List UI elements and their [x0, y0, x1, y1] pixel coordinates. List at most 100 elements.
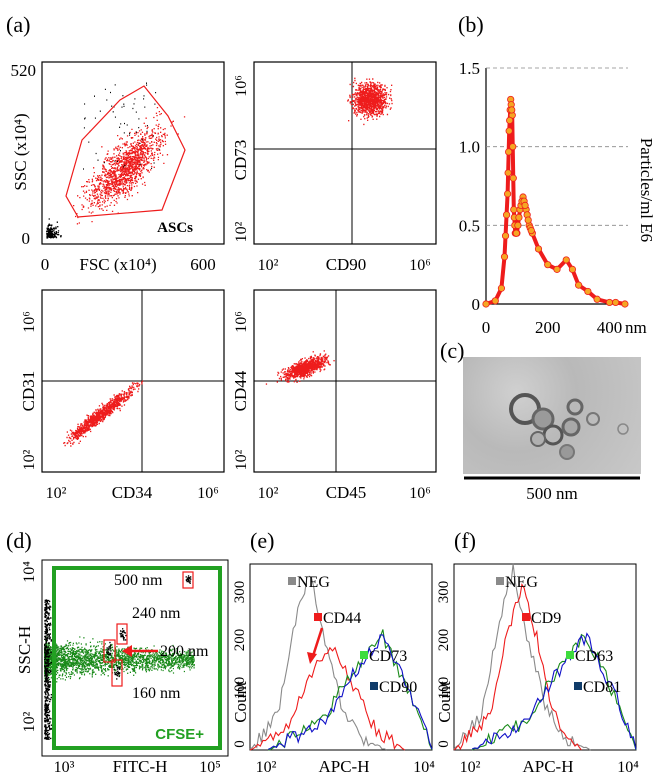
panel-b-ylabel: Particles/ml E6	[637, 138, 656, 242]
nta-point	[497, 284, 506, 292]
legend-f-neg-swatch	[496, 577, 504, 585]
f-ytick-200: 200	[436, 629, 452, 652]
nta-point	[504, 169, 512, 177]
nta-point	[621, 300, 629, 308]
nta-point	[504, 190, 512, 198]
f-ytick-300: 300	[436, 581, 452, 604]
d-ylabel: SSC-H	[15, 626, 34, 674]
histogram-e: 300 200 100 0 Count Count 10² 10⁴ APC-H …	[231, 563, 435, 776]
sc2-xlabel: CD90	[326, 255, 367, 274]
nta-point	[500, 253, 509, 261]
legend-e-cd44: CD44	[323, 610, 361, 627]
legend-f-cd9-swatch	[522, 613, 530, 621]
legend-f-neg: NEG	[505, 574, 538, 591]
legend-e-cd73-swatch	[360, 651, 368, 659]
cfse-label: CFSE+	[155, 726, 204, 743]
nta-point	[509, 174, 517, 182]
nta-point	[553, 265, 561, 273]
d-xlabel: FITC-H	[113, 757, 168, 776]
scatter-cd34-cd31-dots	[63, 380, 144, 447]
cd90-cd73-events	[347, 77, 393, 126]
sc4-ylabel: CD44	[231, 370, 250, 411]
scatter-cd34-cd31: 10⁶ 10² CD31 10² 10⁶ CD34	[19, 289, 225, 502]
scale-bar-label: 500 nm	[526, 484, 577, 503]
legend-e-neg-swatch	[288, 577, 296, 585]
sc2-ylabel: CD73	[231, 140, 250, 181]
legend-e-cd44-swatch	[314, 613, 322, 621]
e-ytick-0: 0	[232, 740, 248, 748]
hist-cd9	[453, 583, 582, 751]
legend-f-cd63: CD63	[575, 648, 613, 665]
legend-e-neg: NEG	[297, 574, 330, 591]
gate-200nm	[103, 639, 116, 663]
nta-point	[514, 221, 522, 229]
e-xlabel: APC-H	[318, 757, 369, 776]
sc3-xlabel: CD34	[112, 483, 153, 502]
arrow-200nm-head	[122, 645, 132, 657]
size-200nm: 200 nm	[160, 643, 209, 660]
f-xleft: 10²	[460, 759, 481, 776]
size-240nm: 240 nm	[132, 605, 181, 622]
scatter-cd45-cd44-dots	[265, 350, 335, 385]
sc4-xright: 10⁶	[409, 485, 431, 502]
asc-gate-label: ASCs	[157, 220, 193, 236]
nta-point	[501, 232, 510, 240]
nta-point	[515, 213, 523, 222]
nta-point	[482, 300, 490, 308]
sc4-xleft: 10²	[258, 485, 279, 502]
arrow-cd44	[311, 627, 324, 657]
asc-gate	[65, 85, 186, 218]
nta-point	[612, 298, 620, 307]
nta-point	[505, 127, 513, 135]
e-ytick-300: 300	[232, 581, 248, 604]
debris-events	[46, 82, 160, 239]
nta-point	[502, 211, 511, 219]
legend-f-cd9: CD9	[531, 610, 561, 627]
panel-e-label: (e)	[250, 528, 274, 553]
asc-events	[73, 106, 186, 225]
cd34-cd31-events	[63, 380, 144, 447]
size-160nm: 160 nm	[132, 685, 181, 702]
e-ytick-100: 100	[232, 677, 248, 700]
panel-d-label: (d)	[6, 528, 32, 553]
panel-b-ytick: 0.5	[459, 216, 480, 235]
nta-point	[524, 216, 532, 224]
nta-point	[510, 206, 518, 214]
sc1-xleft: 0	[41, 255, 50, 274]
sc3-xleft: 10²	[46, 485, 67, 502]
panel-b-xunit: nm	[625, 318, 647, 337]
sc1-xlabel: FSC (x10⁴)	[79, 255, 156, 274]
sc3-ytop: 10⁶	[21, 311, 38, 333]
nta-point	[544, 261, 552, 269]
bead-events	[44, 575, 192, 740]
hist-neg	[453, 563, 591, 751]
sc4-ytop: 10⁶	[233, 311, 250, 333]
f-ylabel: Count	[435, 681, 454, 723]
panel-b-xtick: 200	[535, 318, 561, 337]
scatter-cd90-cd73-dots	[347, 77, 393, 126]
nta-point	[534, 245, 543, 253]
panel-b-xtick: 400	[597, 318, 623, 337]
panel-b-ytick: 1.5	[459, 59, 480, 78]
f-xright: 10⁴	[617, 759, 639, 776]
panel-f-label: (f)	[454, 528, 476, 553]
panel-b-label: (b)	[458, 12, 484, 37]
sc1-ybot: 0	[22, 229, 31, 248]
d-xleft: 10³	[54, 759, 75, 776]
hist-cd90	[267, 634, 433, 750]
tem-vesicles	[509, 393, 629, 460]
sc2-xleft: 10²	[258, 257, 279, 274]
gate-160nm	[111, 659, 123, 687]
sc2-ybot: 10²	[233, 221, 250, 242]
scatter-fsc-ssc-dots	[46, 82, 186, 239]
nta-point	[521, 201, 529, 210]
gate-240nm	[116, 623, 128, 645]
size-500nm: 500 nm	[114, 572, 163, 589]
legend-e-cd73: CD73	[369, 648, 407, 665]
nanoflow-scatter: 500 nm 240 nm 200 nm 160 nm CFSE+ 10⁴ 10…	[15, 559, 229, 776]
nta-point	[575, 281, 583, 289]
nta-point	[605, 298, 614, 307]
sc3-xright: 10⁶	[197, 485, 219, 502]
nta-point	[527, 226, 535, 235]
